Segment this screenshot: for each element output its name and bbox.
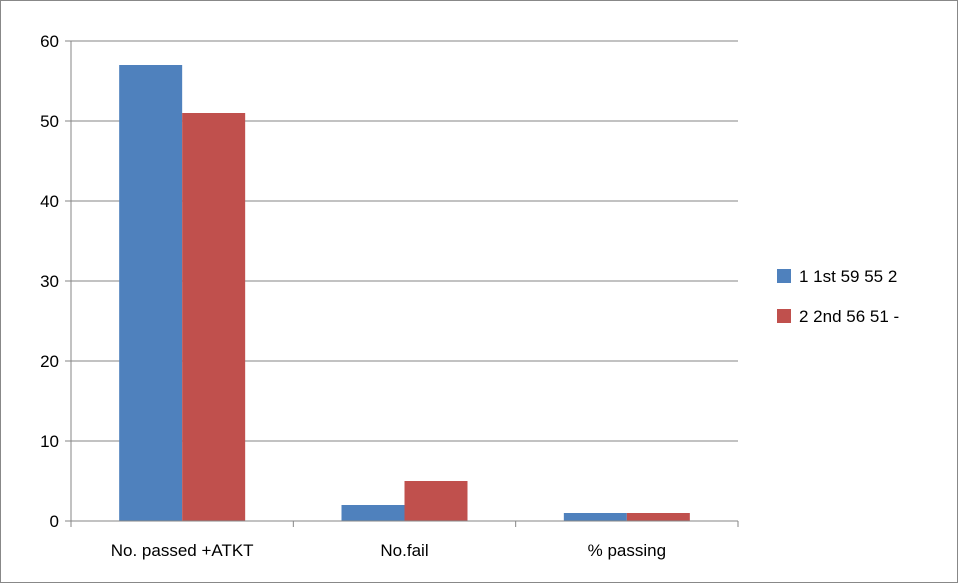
y-tick-label: 50 bbox=[40, 112, 59, 131]
y-tick-label: 0 bbox=[50, 512, 59, 531]
bar-series-1 bbox=[341, 505, 405, 521]
x-tick-label: % passing bbox=[588, 541, 666, 560]
bar-series-2 bbox=[626, 513, 690, 521]
bar-series-1 bbox=[563, 513, 627, 521]
y-tick-label: 60 bbox=[40, 32, 59, 51]
bar-series-2 bbox=[182, 113, 246, 521]
y-tick-label: 40 bbox=[40, 192, 59, 211]
legend-swatch bbox=[777, 269, 791, 283]
x-axis-tick-labels: No. passed +ATKT No.fail % passing bbox=[111, 541, 666, 560]
y-axis-tick-labels: 0 10 20 30 40 50 60 bbox=[40, 32, 59, 531]
bars bbox=[119, 65, 690, 521]
legend: 1 1st 59 55 2 2 2nd 56 51 - bbox=[777, 267, 899, 326]
bar-series-2 bbox=[404, 481, 468, 521]
y-tick-label: 30 bbox=[40, 272, 59, 291]
legend-label: 2 2nd 56 51 - bbox=[799, 307, 899, 326]
y-tick-label: 20 bbox=[40, 352, 59, 371]
x-tick-label: No. passed +ATKT bbox=[111, 541, 254, 560]
y-tick-label: 10 bbox=[40, 432, 59, 451]
axes bbox=[65, 40, 739, 527]
legend-swatch bbox=[777, 309, 791, 323]
x-tick-label: No.fail bbox=[380, 541, 428, 560]
legend-label: 1 1st 59 55 2 bbox=[799, 267, 897, 286]
bar-series-1 bbox=[119, 65, 183, 521]
